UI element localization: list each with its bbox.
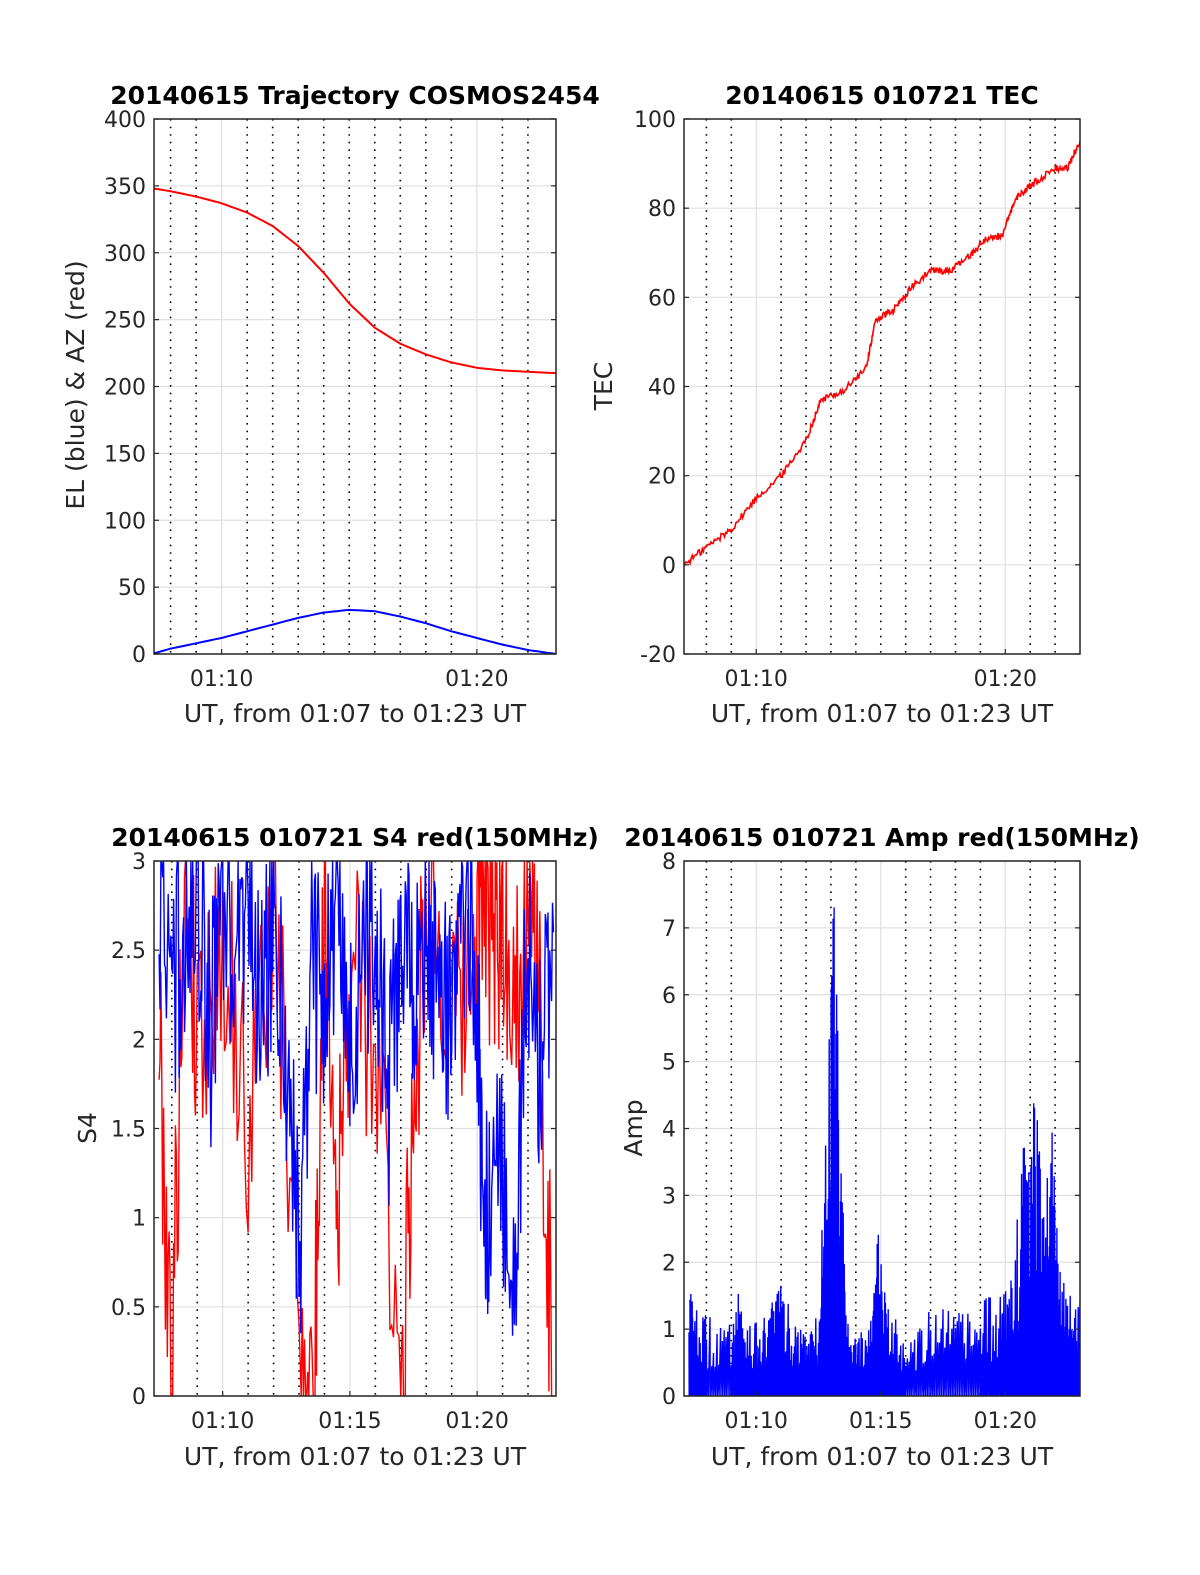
trajectory-title: 20140615 Trajectory COSMOS2454	[110, 81, 600, 110]
y-tick-label: 7	[662, 917, 676, 942]
y-tick-label: 50	[118, 576, 146, 601]
trajectory-ylabel: EL (blue) & AZ (red)	[61, 260, 90, 509]
y-tick-label: 40	[648, 376, 676, 401]
y-tick-label: 0	[662, 554, 676, 579]
y-tick-label: 1.5	[111, 1118, 146, 1143]
tec-plot-area: -20 0 20 40 60 80 100 01:10 01:20	[634, 108, 1081, 692]
s4-title: 20140615 010721 S4 red(150MHz)	[111, 823, 599, 852]
series-line-0	[154, 187, 556, 375]
y-tick-label: 80	[648, 197, 676, 222]
y-tick-label: 150	[104, 442, 146, 467]
y-tick-label: 250	[104, 309, 146, 334]
y-tick-label: 350	[104, 175, 146, 200]
y-tick-label: 1	[132, 1207, 146, 1232]
tec-xlabel: UT, from 01:07 to 01:23 UT	[711, 699, 1054, 728]
y-tick-label: -20	[640, 643, 676, 668]
y-tick-label: 0.5	[111, 1296, 146, 1321]
amp-title: 20140615 010721 Amp red(150MHz)	[624, 823, 1140, 852]
trajectory-plot-area: 0 50 100 150 200 250 300 350 400 01:10 01:20	[104, 108, 557, 692]
amp-xlabel: UT, from 01:07 to 01:23 UT	[711, 1442, 1054, 1471]
y-tick-label: 20	[648, 465, 676, 490]
y-tick-label: 0	[132, 1385, 146, 1410]
y-tick-label: 400	[104, 108, 146, 133]
y-tick-label: 4	[662, 1118, 676, 1143]
s4-plot-area: 0 0.5 1 1.5 2 2.5 3 01:10 01:15 01:20	[111, 850, 557, 1434]
y-tick-label: 2	[662, 1251, 676, 1276]
tec-ylabel: TEC	[589, 362, 618, 412]
amp-plot-area: 0 1 2 3 4 5 6 7 8 01:10 01:15 01:20	[662, 850, 1081, 1434]
x-tick-label: 01:20	[974, 667, 1037, 692]
panel-tec: 20140615 010721 TEC -20 0 20 40 60 80 100 01:10…	[589, 81, 1081, 728]
amp-ylabel: Amp	[619, 1099, 648, 1156]
trajectory-xlabel: UT, from 01:07 to 01:23 UT	[184, 699, 527, 728]
x-tick-label: 01:15	[849, 1409, 912, 1434]
y-tick-label: 0	[132, 643, 146, 668]
y-tick-label: 300	[104, 242, 146, 267]
series-line-0	[688, 907, 1080, 1396]
x-tick-label: 01:15	[318, 1409, 381, 1434]
series-line-1	[158, 861, 555, 1336]
series-line-0	[684, 141, 1080, 567]
y-tick-label: 0	[662, 1385, 676, 1410]
x-tick-label: 01:10	[725, 1409, 788, 1434]
y-tick-label: 8	[662, 850, 676, 875]
s4-xlabel: UT, from 01:07 to 01:23 UT	[184, 1442, 527, 1471]
x-tick-label: 01:10	[725, 667, 788, 692]
x-tick-label: 01:10	[191, 1409, 254, 1434]
y-tick-label: 5	[662, 1051, 676, 1076]
s4-ylabel: S4	[73, 1112, 102, 1144]
y-tick-label: 2.5	[111, 939, 146, 964]
y-tick-label: 3	[662, 1184, 676, 1209]
y-tick-label: 60	[648, 286, 676, 311]
y-tick-label: 6	[662, 984, 676, 1009]
panel-amp: 20140615 010721 Amp red(150MHz) 0 1 2 3 4 5 6 7…	[619, 823, 1140, 1471]
y-tick-label: 200	[104, 376, 146, 401]
y-tick-label: 1	[662, 1318, 676, 1343]
y-tick-label: 3	[132, 850, 146, 875]
series-line-1	[154, 608, 556, 654]
x-tick-label: 01:10	[190, 667, 253, 692]
x-tick-label: 01:20	[974, 1409, 1037, 1434]
y-tick-label: 2	[132, 1028, 146, 1053]
x-tick-label: 01:20	[445, 1409, 508, 1434]
y-tick-label: 100	[104, 509, 146, 534]
y-tick-label: 100	[634, 108, 676, 133]
panel-trajectory: 20140615 Trajectory COSMOS2454 0 50 100 150…	[61, 81, 600, 728]
tec-title: 20140615 010721 TEC	[725, 81, 1038, 110]
x-tick-label: 01:20	[445, 667, 508, 692]
panel-s4: 20140615 010721 S4 red(150MHz) 0 0.5 1 1.5 2…	[73, 823, 599, 1471]
